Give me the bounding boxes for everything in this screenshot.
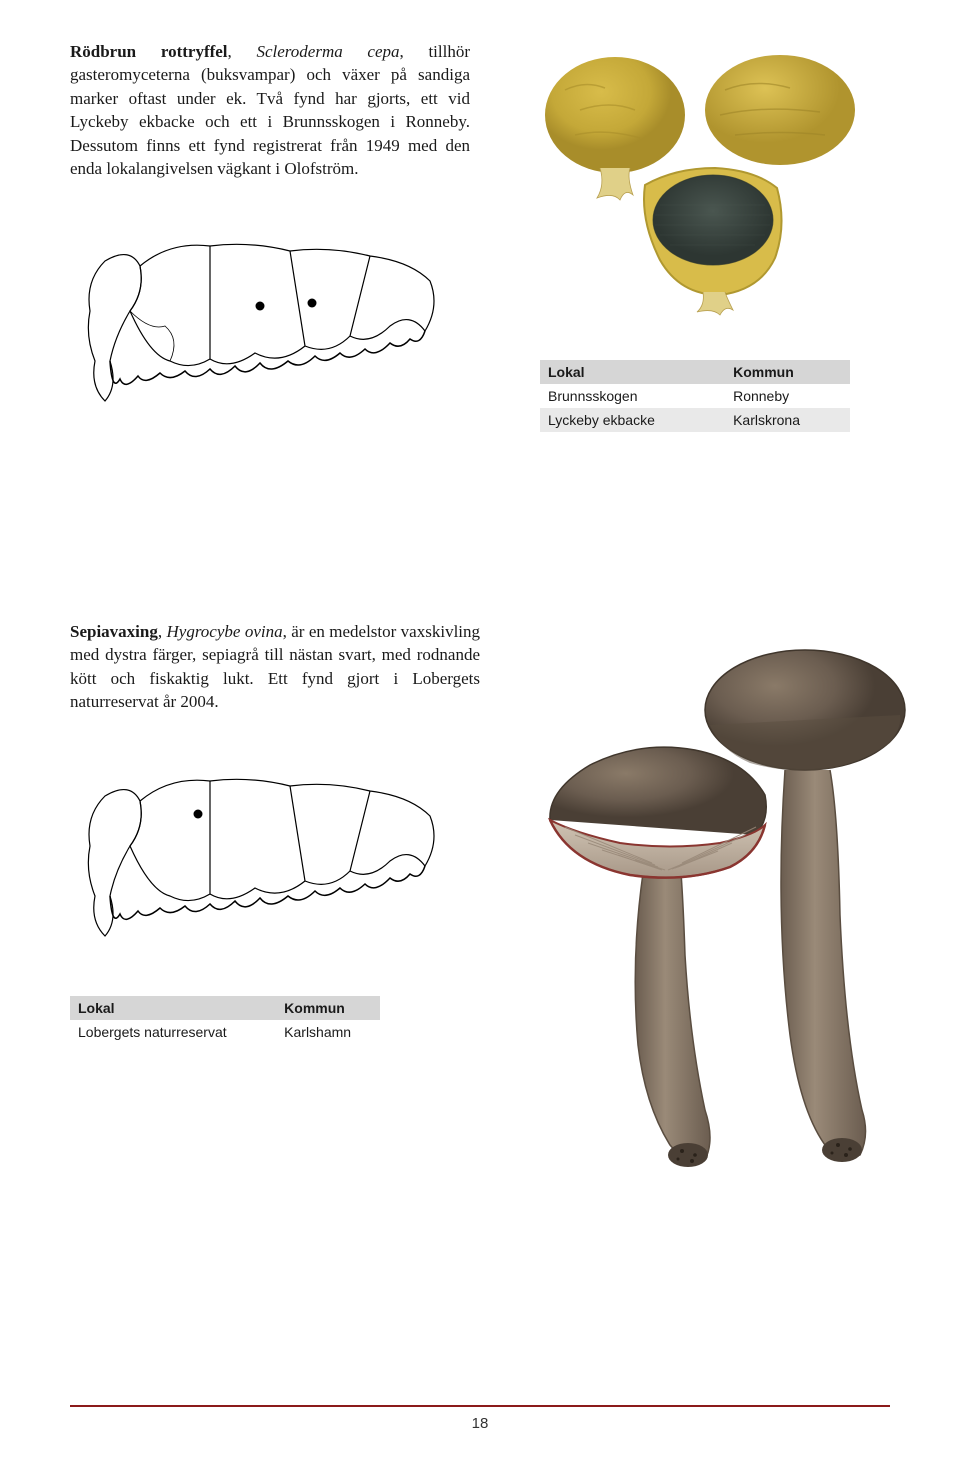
locality-table-1: Lokal Kommun Brunnsskogen Ronneby Lyckeb… — [540, 360, 850, 432]
page-number: 18 — [0, 1415, 960, 1432]
section-1-image-column: Lokal Kommun Brunnsskogen Ronneby Lyckeb… — [500, 40, 890, 560]
species-section-1: Rödbrun rottryffel, Scleroderma cepa, ti… — [70, 40, 890, 560]
page-footer: 18 — [0, 1405, 960, 1432]
table-row: Lobergets naturreservat Karlshamn — [70, 1020, 380, 1044]
map-2-dot-1 — [194, 809, 203, 818]
map-1-dot-2 — [308, 298, 317, 307]
locality-table-2: Lokal Kommun Lobergets naturreservat Kar… — [70, 996, 380, 1044]
distribution-map-2 — [70, 746, 450, 961]
section-1-text-column: Rödbrun rottryffel, Scleroderma cepa, ti… — [70, 40, 470, 560]
table-1-header-row: Lokal Kommun — [540, 360, 850, 384]
species-2-name: Sepiavaxing — [70, 622, 158, 641]
table-row: Brunnsskogen Ronneby — [540, 384, 850, 408]
section-2-text-column: Sepiavaxing, Hygrocybe ovina, är en mede… — [70, 620, 480, 1044]
table-row: Lyckeby ekbacke Karlskrona — [540, 408, 850, 432]
species-1-latin: Scleroderma cepa — [256, 42, 399, 61]
species-1-illustration — [525, 40, 865, 320]
species-2-description: Sepiavaxing, Hygrocybe ovina, är en mede… — [70, 620, 480, 714]
footer-divider — [70, 1405, 890, 1407]
species-section-2: Sepiavaxing, Hygrocybe ovina, är en mede… — [70, 620, 890, 1044]
species-1-description: Rödbrun rottryffel, Scleroderma cepa, ti… — [70, 40, 470, 181]
species-2-illustration — [520, 615, 920, 1175]
table-2-header-row: Lokal Kommun — [70, 996, 380, 1020]
distribution-map-1 — [70, 211, 450, 426]
table-1-header-kommun: Kommun — [725, 360, 850, 384]
table-1-header-lokal: Lokal — [540, 360, 725, 384]
table-2-header-kommun: Kommun — [276, 996, 380, 1020]
species-1-name: Rödbrun rottryffel — [70, 42, 228, 61]
species-2-latin: Hygrocybe ovina — [167, 622, 283, 641]
species-1-body: , tillhör gasteromyceterna (buksvampar) … — [70, 42, 470, 178]
table-2-header-lokal: Lokal — [70, 996, 276, 1020]
map-1-dot-1 — [256, 301, 265, 310]
